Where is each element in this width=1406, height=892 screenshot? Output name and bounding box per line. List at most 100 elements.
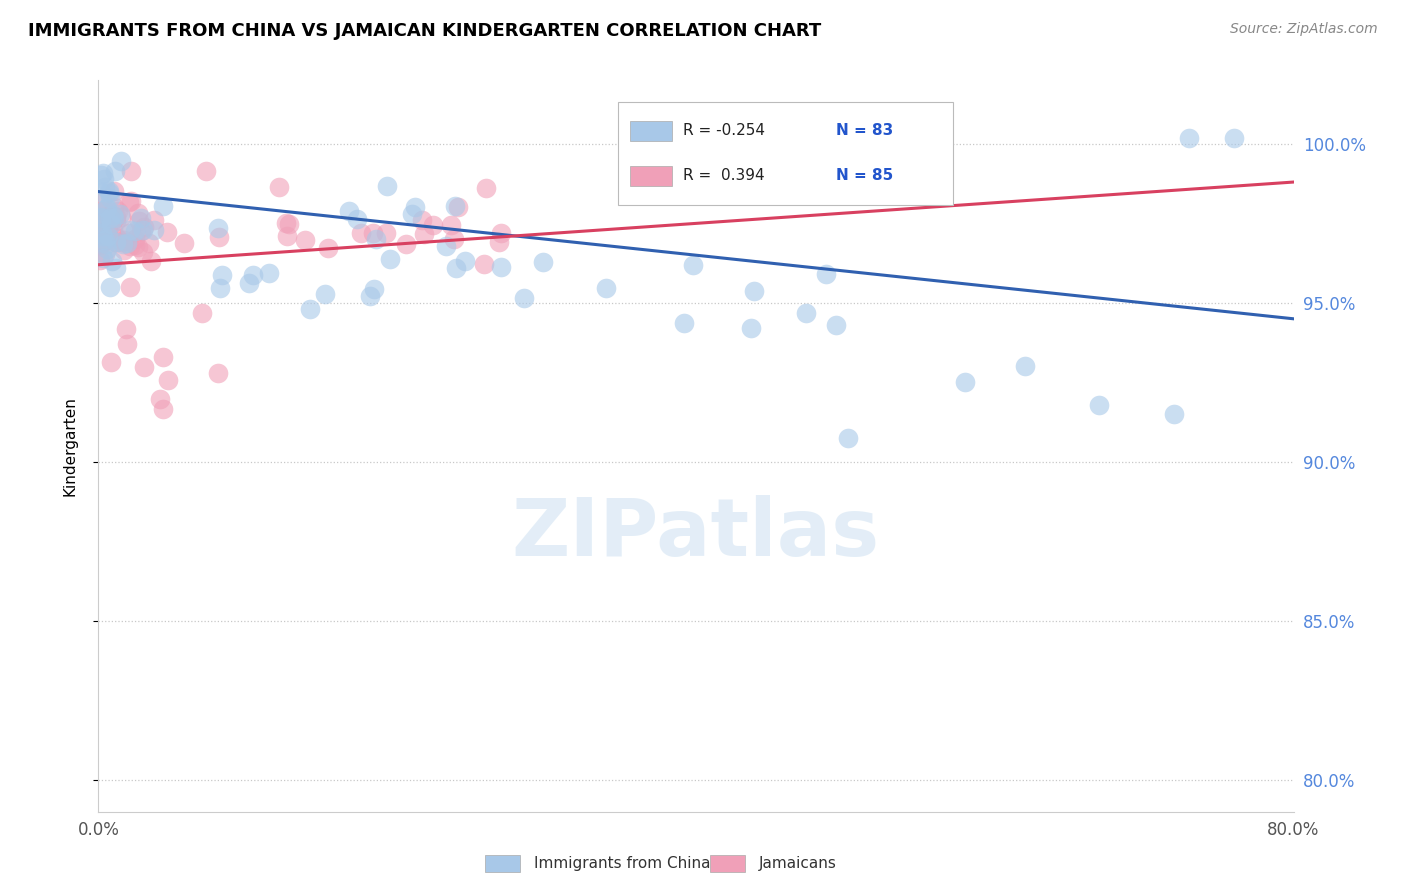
Point bbox=[375, 179, 398, 194]
Point bbox=[103, 212, 125, 227]
Point bbox=[101, 254, 124, 268]
Point bbox=[127, 240, 149, 254]
Point bbox=[93, 233, 115, 247]
Point bbox=[208, 230, 231, 244]
Text: N = 85: N = 85 bbox=[835, 169, 893, 184]
Point bbox=[112, 233, 135, 247]
Point bbox=[100, 355, 122, 369]
Point bbox=[98, 191, 121, 205]
Point bbox=[512, 291, 534, 305]
Point bbox=[96, 242, 118, 256]
Text: N = 83: N = 83 bbox=[835, 123, 893, 138]
Point bbox=[138, 236, 160, 251]
Point bbox=[107, 203, 129, 218]
Text: ZIPatlas: ZIPatlas bbox=[512, 495, 880, 573]
Point bbox=[489, 226, 512, 240]
Point bbox=[90, 168, 112, 182]
Point bbox=[411, 212, 433, 227]
Point bbox=[91, 166, 114, 180]
Point bbox=[422, 218, 444, 232]
Point bbox=[103, 200, 125, 214]
Point bbox=[120, 222, 142, 236]
Point bbox=[94, 210, 117, 224]
Point bbox=[118, 280, 141, 294]
Point bbox=[139, 254, 162, 268]
Point bbox=[837, 431, 859, 445]
Point bbox=[472, 257, 495, 271]
Text: Immigrants from China: Immigrants from China bbox=[534, 856, 711, 871]
Point bbox=[132, 244, 155, 259]
Point bbox=[120, 194, 142, 209]
Text: R = -0.254: R = -0.254 bbox=[683, 123, 765, 138]
Point bbox=[814, 267, 837, 281]
Point bbox=[363, 281, 385, 295]
Point bbox=[110, 210, 132, 224]
Point bbox=[111, 237, 134, 252]
Point bbox=[103, 184, 125, 198]
Point bbox=[359, 289, 381, 303]
Point bbox=[257, 266, 280, 280]
Point bbox=[682, 258, 704, 272]
Point bbox=[104, 214, 127, 228]
Point bbox=[90, 211, 112, 225]
Point bbox=[90, 218, 112, 232]
Point bbox=[118, 238, 141, 252]
Point bbox=[401, 207, 423, 221]
Point bbox=[299, 302, 322, 317]
Point bbox=[132, 223, 155, 237]
Point bbox=[1222, 130, 1246, 145]
Point bbox=[361, 226, 384, 240]
Point bbox=[269, 179, 291, 194]
Point bbox=[953, 376, 976, 390]
Point bbox=[1088, 398, 1111, 412]
Point bbox=[173, 236, 195, 251]
Point bbox=[96, 202, 118, 216]
Point bbox=[1163, 407, 1185, 421]
Point bbox=[824, 318, 846, 332]
Point bbox=[118, 194, 141, 209]
Point bbox=[149, 392, 172, 406]
Point bbox=[404, 200, 426, 214]
Point bbox=[91, 219, 114, 233]
Point bbox=[209, 281, 232, 295]
Point bbox=[94, 180, 117, 194]
Text: R =  0.394: R = 0.394 bbox=[683, 169, 765, 184]
Point bbox=[156, 225, 179, 239]
Point bbox=[97, 228, 120, 243]
Point bbox=[207, 221, 229, 235]
Point bbox=[105, 235, 128, 249]
Point bbox=[100, 217, 122, 231]
Point bbox=[132, 359, 155, 374]
Point bbox=[531, 254, 554, 268]
Point bbox=[143, 223, 166, 237]
Point bbox=[1178, 130, 1201, 145]
Point bbox=[89, 238, 111, 252]
Point bbox=[794, 306, 817, 320]
Point bbox=[107, 231, 129, 245]
Y-axis label: Kindergarten: Kindergarten bbox=[63, 396, 77, 496]
Point bbox=[112, 243, 135, 257]
Point bbox=[115, 321, 138, 335]
Point bbox=[443, 199, 465, 213]
Point bbox=[98, 211, 121, 226]
Point bbox=[120, 164, 142, 178]
Point bbox=[110, 154, 132, 169]
Point bbox=[143, 213, 166, 227]
Point bbox=[444, 261, 467, 276]
Point bbox=[276, 229, 298, 244]
Point bbox=[195, 164, 218, 178]
Point bbox=[211, 268, 233, 283]
Point bbox=[129, 211, 152, 225]
Point bbox=[337, 203, 360, 218]
Point bbox=[110, 207, 132, 221]
Point bbox=[314, 286, 336, 301]
Text: Jamaicans: Jamaicans bbox=[759, 856, 837, 871]
Point bbox=[104, 260, 127, 275]
Point bbox=[101, 222, 124, 236]
Point bbox=[115, 336, 138, 351]
Point bbox=[413, 227, 436, 242]
Point bbox=[91, 194, 114, 208]
Point bbox=[124, 224, 146, 238]
Point bbox=[89, 214, 111, 228]
Point bbox=[436, 239, 458, 253]
